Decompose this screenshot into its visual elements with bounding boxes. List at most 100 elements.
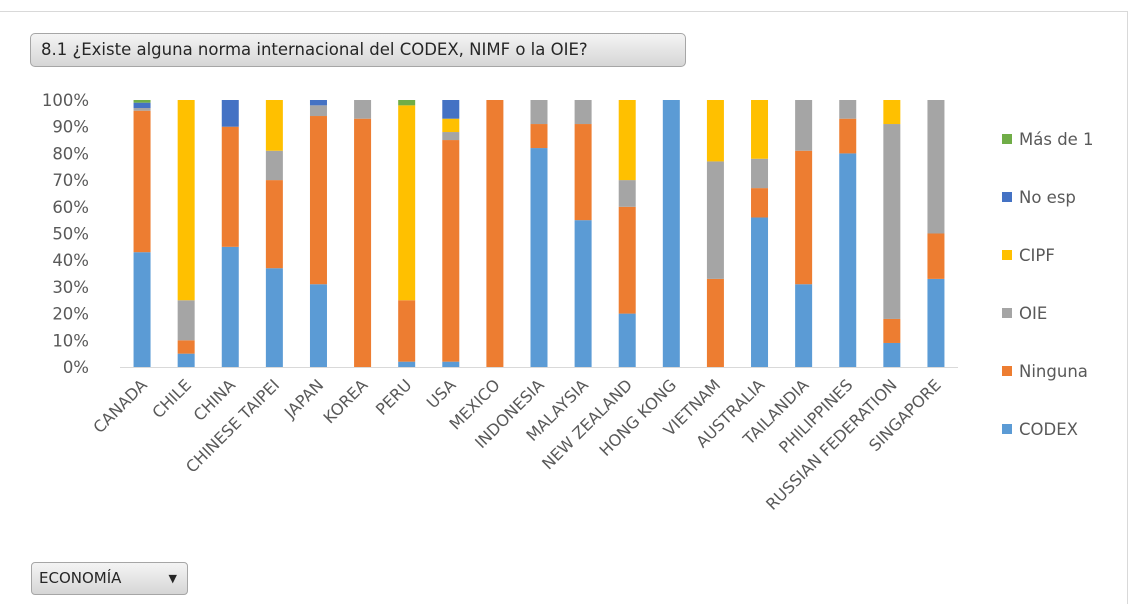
bar-philippines-codex	[839, 153, 857, 367]
chart-frame	[0, 11, 1128, 604]
bar-new-zealand-oie	[618, 180, 636, 207]
legend-label-oie: OIE	[1019, 304, 1047, 323]
bar-chile-oie	[177, 300, 195, 341]
bar-philippines-oie	[839, 100, 857, 119]
x-tick-label-canada: CANADA	[89, 375, 151, 437]
y-tick-label: 40%	[52, 251, 89, 270]
bars	[133, 100, 945, 367]
legend-swatch-oie	[1002, 308, 1012, 318]
y-tick-label: 70%	[52, 171, 89, 190]
x-tick-label-korea: KOREA	[320, 375, 372, 427]
legend-swatch-mas-de-1	[1002, 134, 1012, 144]
bar-australia-codex	[751, 217, 769, 367]
bar-china-ninguna	[221, 126, 239, 247]
bar-new-zealand-codex	[618, 313, 636, 367]
legend-swatch-ninguna	[1002, 366, 1012, 376]
bar-singapore-codex	[927, 278, 945, 367]
bar-chile-codex	[177, 353, 195, 367]
bar-canada-mas-de-1	[133, 100, 151, 103]
y-tick-label: 30%	[52, 278, 89, 297]
bar-australia-cipf	[751, 100, 769, 159]
legend-label-ninguna: Ninguna	[1019, 362, 1088, 381]
bar-china-codex	[221, 246, 239, 367]
bar-usa-cipf	[442, 118, 460, 133]
legend-label-cipf: CIPF	[1019, 246, 1055, 265]
x-tick-label-usa: USA	[423, 375, 460, 412]
y-tick-label: 0%	[63, 358, 89, 377]
bar-philippines-ninguna	[839, 118, 857, 154]
y-axis: 0% 10% 20% 30% 40% 50% 60% 70% 80% 90% 100%	[42, 91, 89, 377]
y-tick-label: 10%	[52, 331, 89, 350]
bar-russian-federation-ninguna	[883, 318, 901, 343]
bar-usa-no-esp	[442, 100, 460, 119]
y-tick-label: 100%	[42, 91, 89, 110]
bar-usa-ninguna	[442, 140, 460, 362]
legend-swatch-cipf	[1002, 250, 1012, 260]
bar-russian-federation-codex	[883, 342, 901, 367]
bar-tailandia-oie	[795, 100, 813, 151]
bar-peru-codex	[398, 361, 416, 367]
bar-vietnam-oie	[706, 161, 724, 279]
legend-label-mas-de-1: Más de 1	[1019, 130, 1094, 149]
bar-chile-cipf	[177, 100, 195, 301]
legend-label-no-esp: No esp	[1019, 188, 1076, 207]
bar-singapore-ninguna	[927, 233, 945, 279]
y-tick-label: 80%	[52, 144, 89, 163]
bar-usa-oie	[442, 132, 460, 141]
chart-title: 8.1 ¿Existe alguna norma internacional d…	[41, 40, 588, 59]
y-tick-label: 20%	[52, 305, 89, 324]
bar-peru-mas-de-1	[398, 100, 416, 106]
bar-vietnam-ninguna	[706, 278, 724, 367]
y-tick-label: 60%	[52, 198, 89, 217]
x-tick-label-chile: CHILE	[148, 375, 195, 422]
bar-tailandia-ninguna	[795, 150, 813, 285]
bar-indonesia-ninguna	[530, 124, 548, 149]
legend: Más de 1 No esp CIPF OIE Ninguna CODEX	[1002, 130, 1094, 439]
y-tick-label: 50%	[52, 225, 89, 244]
bar-singapore-oie	[927, 100, 945, 234]
bar-china-no-esp	[221, 100, 239, 127]
economia-filter-button[interactable]: ECONOMÍA ▼	[31, 562, 188, 595]
bar-tailandia-codex	[795, 284, 813, 367]
bar-chinese-taipei-cipf	[265, 100, 283, 151]
bar-australia-ninguna	[751, 188, 769, 218]
bar-malaysia-ninguna	[574, 124, 592, 221]
bar-indonesia-oie	[530, 100, 548, 125]
bar-japan-no-esp	[309, 100, 327, 106]
bar-canada-ninguna	[133, 110, 151, 253]
bar-usa-codex	[442, 361, 460, 367]
x-tick-label-peru: PERU	[372, 375, 416, 419]
bar-chinese-taipei-ninguna	[265, 180, 283, 269]
legend-swatch-no-esp	[1002, 192, 1012, 202]
bar-japan-oie	[309, 105, 327, 117]
bar-korea-ninguna	[354, 118, 372, 367]
bar-japan-codex	[309, 284, 327, 367]
y-tick-label: 90%	[52, 118, 89, 137]
bar-korea-oie	[354, 100, 372, 119]
legend-label-codex: CODEX	[1019, 420, 1078, 439]
bar-canada-codex	[133, 252, 151, 367]
bar-peru-cipf	[398, 105, 416, 301]
bar-peru-ninguna	[398, 300, 416, 362]
chart-title-button[interactable]: 8.1 ¿Existe alguna norma internacional d…	[30, 33, 686, 67]
filter-label: ECONOMÍA	[39, 569, 122, 587]
bar-vietnam-cipf	[706, 100, 724, 162]
bar-malaysia-codex	[574, 220, 592, 367]
bar-mexico-ninguna	[486, 100, 504, 367]
bar-japan-ninguna	[309, 116, 327, 285]
dropdown-arrow-icon: ▼	[168, 572, 177, 585]
legend-swatch-codex	[1002, 424, 1012, 434]
bar-hong-kong-codex	[662, 100, 680, 367]
bar-chinese-taipei-oie	[265, 150, 283, 181]
bar-canada-no-esp	[133, 102, 151, 109]
bar-russian-federation-oie	[883, 124, 901, 319]
bar-australia-oie	[751, 158, 769, 189]
bar-new-zealand-ninguna	[618, 206, 636, 314]
bar-indonesia-codex	[530, 148, 548, 367]
bar-chinese-taipei-codex	[265, 268, 283, 367]
bar-chile-ninguna	[177, 340, 195, 354]
bar-new-zealand-cipf	[618, 100, 636, 181]
bar-russian-federation-cipf	[883, 100, 901, 125]
